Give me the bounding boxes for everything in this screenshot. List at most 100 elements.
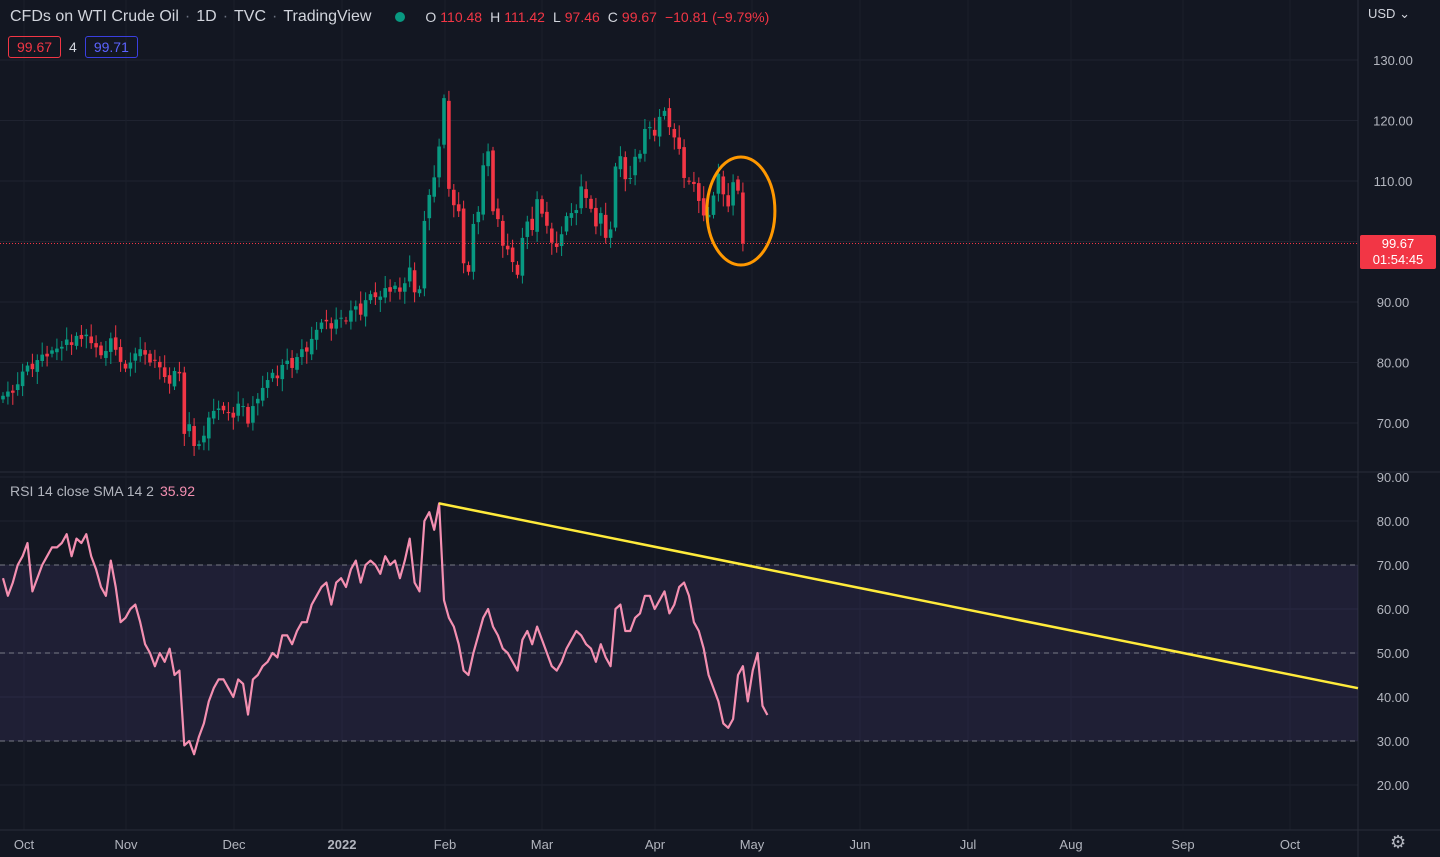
market-status-icon[interactable]: [395, 12, 406, 22]
candle-body: [427, 194, 432, 219]
candle-body: [412, 270, 417, 293]
spread-value: 4: [69, 39, 77, 55]
candle-body: [280, 364, 285, 380]
candle-body: [574, 210, 579, 214]
candle-body: [388, 287, 392, 292]
candle-body: [35, 360, 40, 372]
candle-body: [393, 285, 397, 289]
candle-body: [211, 410, 216, 419]
interval-label[interactable]: 1D: [196, 8, 217, 25]
candle-body: [104, 351, 108, 358]
candle-body: [270, 372, 275, 379]
candle-body: [741, 192, 745, 244]
candle-body: [638, 153, 642, 159]
bid-ask-row: 99.67 4 99.71: [8, 36, 138, 58]
price-tick-label: 130.00: [1373, 53, 1413, 68]
candle-body: [260, 387, 265, 401]
candle-body: [633, 156, 637, 176]
close-value: 99.67: [621, 9, 657, 25]
candle-body: [618, 156, 623, 170]
candle-body: [501, 220, 505, 246]
open-label: O: [425, 9, 437, 25]
candle-body: [447, 100, 451, 189]
candle-body: [319, 322, 324, 329]
candle-body: [687, 180, 691, 182]
candle-body: [69, 342, 74, 345]
candle-body: [133, 353, 138, 361]
candle-body: [648, 127, 652, 129]
candle-body: [64, 339, 69, 345]
rsi-tick-label: 30.00: [1377, 734, 1410, 749]
candle-body: [1, 395, 5, 400]
source-label: TradingView: [283, 8, 372, 25]
candle-body: [481, 165, 485, 215]
candle-body: [314, 329, 319, 340]
price-tick-label: 90.00: [1377, 295, 1410, 310]
candle-body: [265, 380, 270, 388]
candle-body: [505, 245, 510, 250]
candle-body: [305, 347, 309, 352]
price-tick-label: 80.00: [1377, 356, 1410, 371]
rsi-label: RSI 14 close SMA 14 2: [10, 483, 154, 499]
candle-body: [530, 218, 534, 231]
candle-body: [461, 208, 466, 264]
candle-body: [329, 323, 334, 329]
bid-button[interactable]: 99.67: [8, 36, 62, 58]
low-value: 97.46: [564, 9, 600, 25]
rsi-legend[interactable]: RSI 14 close SMA 14 2 35.92: [10, 483, 195, 499]
candle-body: [554, 243, 559, 247]
candle-body: [599, 213, 603, 224]
candle-body: [716, 173, 721, 194]
candle-body: [226, 412, 231, 414]
candle-body: [403, 283, 407, 292]
candle-body: [15, 384, 20, 391]
currency-selector[interactable]: USD ⌄: [1368, 6, 1410, 22]
candle-body: [187, 424, 191, 432]
candle-body: [236, 403, 240, 416]
symbol-title[interactable]: CFDs on WTI Crude Oil: [10, 8, 179, 25]
gear-icon[interactable]: ⚙: [1390, 832, 1407, 852]
candle-body: [682, 147, 686, 178]
rsi-value: 35.92: [159, 483, 196, 499]
candle-body: [55, 348, 59, 353]
candle-body: [662, 110, 667, 116]
candle-body: [11, 390, 15, 393]
ohlc-values: O 110.48 H 111.42 L 97.46 C 99.67 −10.81 (−9…: [425, 9, 773, 25]
candle-body: [20, 371, 25, 387]
candle-body: [207, 417, 211, 439]
ask-button[interactable]: 99.71: [84, 36, 138, 58]
candle-body: [231, 412, 236, 418]
time-tick-label: May: [740, 837, 765, 852]
candle-body: [113, 337, 118, 350]
exchange-label: TVC: [234, 8, 267, 25]
candle-body: [520, 237, 525, 276]
candle-body: [153, 359, 157, 361]
candle-body: [94, 343, 98, 348]
price-tick-label: 120.00: [1373, 114, 1413, 129]
time-tick-label: Oct: [14, 837, 35, 852]
candle-body: [216, 408, 221, 410]
candle-body: [383, 288, 387, 298]
candle-body: [491, 150, 495, 212]
candle-body: [398, 287, 402, 292]
candle-body: [324, 319, 329, 322]
rsi-tick-label: 20.00: [1377, 778, 1410, 793]
candle-body: [466, 265, 471, 272]
candle-body: [540, 199, 544, 214]
chevron-down-icon: ⌄: [1399, 6, 1410, 21]
candle-body: [241, 406, 245, 408]
candle-body: [417, 289, 422, 294]
candle-body: [40, 354, 44, 361]
candle-body: [603, 214, 608, 238]
candle-body: [471, 223, 476, 272]
highlight-circle: [705, 155, 777, 267]
high-label: H: [490, 9, 501, 25]
candle-body: [275, 375, 280, 379]
candle-body: [564, 216, 569, 232]
candle-body: [643, 128, 647, 154]
candle-body: [202, 435, 206, 443]
time-tick-label: 2022: [328, 837, 357, 852]
candle-body: [123, 363, 128, 369]
candle-body: [711, 195, 716, 215]
